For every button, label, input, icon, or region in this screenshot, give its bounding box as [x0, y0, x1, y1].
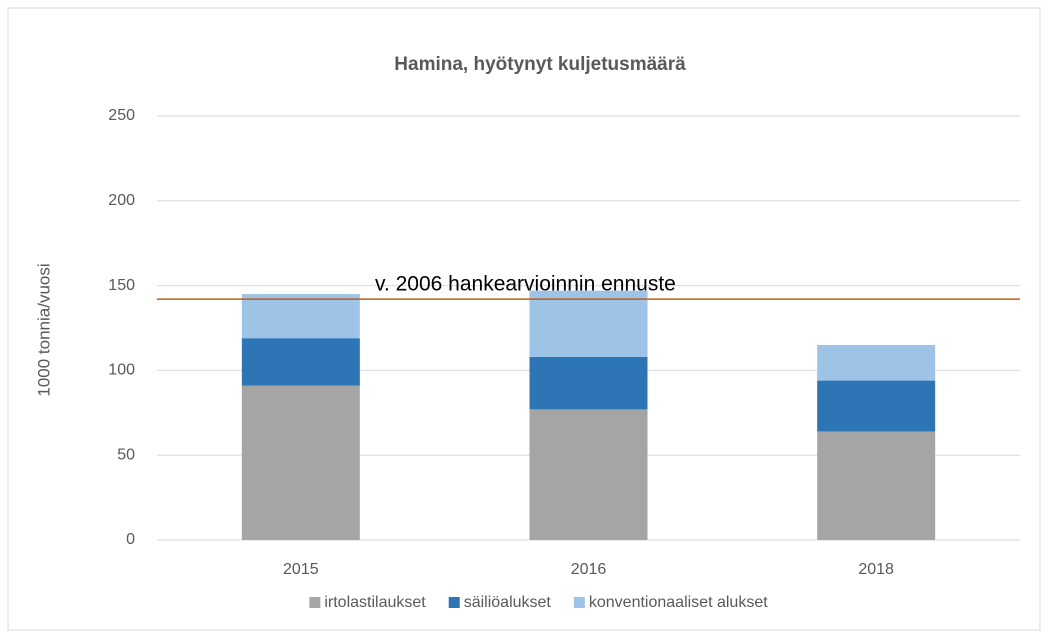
legend-label: konventionaaliset alukset: [589, 594, 768, 611]
y-tick-label: 200: [108, 192, 135, 209]
x-tick-label: 2015: [283, 561, 319, 578]
legend-swatch: [573, 597, 585, 608]
bar-segment: [817, 431, 936, 540]
bar-segment: [817, 344, 936, 381]
bar-segment: [241, 338, 360, 386]
bar-segment: [529, 409, 648, 540]
y-axis-label: 1000 tonnia/vuosi: [34, 263, 53, 396]
chart-title: Hamina, hyötynyt kuljetusmäärä: [394, 54, 686, 75]
y-tick-label: 150: [108, 277, 135, 294]
bar-segment: [817, 380, 936, 432]
bar-segment: [241, 294, 360, 339]
y-tick-label: 50: [117, 446, 135, 463]
bar-segment: [529, 356, 648, 410]
y-tick-label: 0: [126, 531, 135, 548]
legend-label: irtolastilaukset: [324, 594, 426, 611]
y-tick-label: 100: [108, 362, 135, 379]
bar-segment: [241, 385, 360, 540]
legend-swatch: [448, 597, 460, 608]
x-tick-label: 2016: [571, 561, 607, 578]
legend-label: säiliöalukset: [464, 594, 552, 611]
legend-swatch: [309, 597, 321, 608]
bar-segment: [529, 290, 648, 357]
reference-label: v. 2006 hankearvioinnin ennuste: [375, 273, 676, 296]
y-tick-label: 250: [108, 107, 135, 124]
x-tick-label: 2018: [858, 561, 894, 578]
